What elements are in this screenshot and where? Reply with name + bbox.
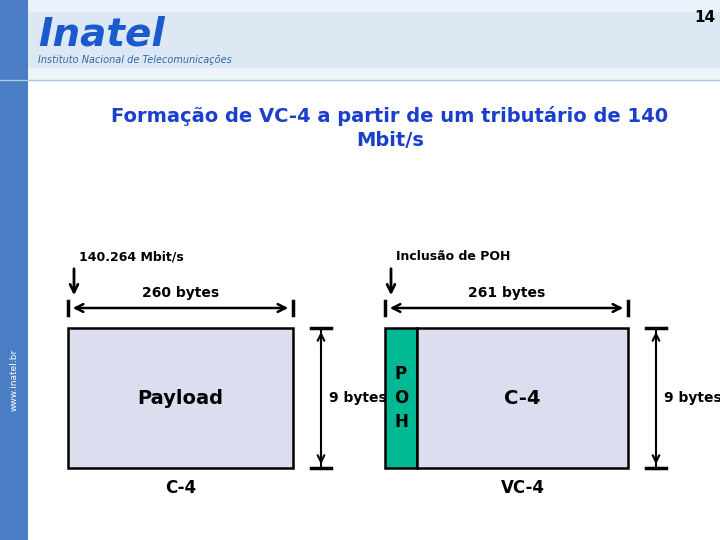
Text: Inclusão de POH: Inclusão de POH — [396, 250, 510, 263]
Text: 140.264 Mbit/s: 140.264 Mbit/s — [79, 250, 184, 263]
Text: www.inatel.br: www.inatel.br — [9, 349, 19, 411]
Bar — [68, 328, 293, 468]
Bar — [0, 68, 720, 82]
Text: 9 bytes: 9 bytes — [664, 391, 720, 405]
Bar — [417, 328, 628, 468]
Text: 261 bytes: 261 bytes — [468, 286, 545, 300]
Text: 260 bytes: 260 bytes — [142, 286, 219, 300]
Text: 9 bytes: 9 bytes — [329, 391, 387, 405]
Text: 14: 14 — [694, 10, 716, 25]
Text: Payload: Payload — [138, 388, 223, 408]
Text: C-4: C-4 — [165, 479, 196, 497]
Bar — [0, 0, 720, 80]
Text: VC-4: VC-4 — [500, 479, 544, 497]
Text: P
O
H: P O H — [394, 366, 408, 430]
Text: Inatel: Inatel — [38, 16, 165, 54]
Text: Instituto Nacional de Telecomunicações: Instituto Nacional de Telecomunicações — [38, 55, 232, 65]
Bar — [0, 0, 720, 12]
Bar — [385, 328, 417, 468]
Text: Formação de VC-4 a partir de um tributário de 140
Mbit/s: Formação de VC-4 a partir de um tributár… — [112, 105, 669, 151]
Bar — [0, 0, 28, 540]
Text: C-4: C-4 — [504, 388, 541, 408]
